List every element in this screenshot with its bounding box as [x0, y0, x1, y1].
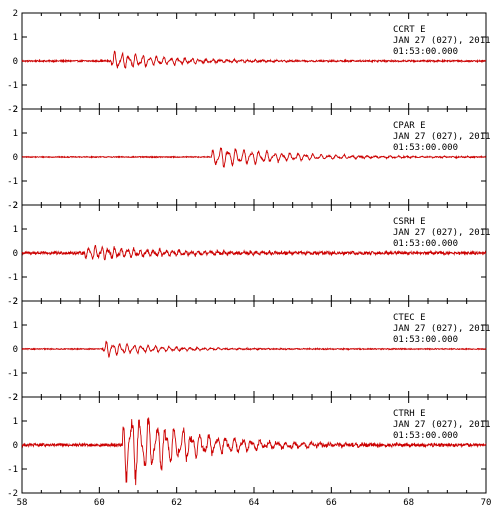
- waveform-cpar: [21, 147, 487, 168]
- y-tick-label: -2: [7, 393, 18, 403]
- waveform-csrh: [21, 244, 487, 261]
- station-label: CCRT E: [393, 25, 426, 35]
- y-tick-label: 0: [13, 153, 18, 163]
- waveform-ccrt: [21, 50, 487, 69]
- y-tick-label: 1: [13, 321, 18, 331]
- y-tick-label: -2: [7, 105, 18, 115]
- date-label: JAN 27 (027), 2011: [393, 324, 491, 334]
- station-label: CTRH E: [393, 409, 426, 419]
- y-tick-label: 2: [13, 105, 18, 115]
- waveform-ctec: [21, 340, 487, 358]
- y-tick-label: -1: [7, 369, 18, 379]
- y-tick-label: 2: [13, 201, 18, 211]
- y-tick-label: 0: [13, 345, 18, 355]
- date-label: JAN 27 (027), 2011: [393, 36, 491, 46]
- y-tick-label: 0: [13, 249, 18, 259]
- waveform-ctrh: [21, 417, 487, 486]
- y-tick-label: -1: [7, 81, 18, 91]
- y-tick-label: 2: [13, 393, 18, 403]
- x-tick-label: 70: [481, 498, 492, 508]
- x-axis: 58 60 62 64 66 68 70: [17, 498, 492, 508]
- time-label: 01:53:00.000: [393, 143, 458, 153]
- time-label: 01:53:00.000: [393, 431, 458, 441]
- x-tick-label: 62: [171, 498, 182, 508]
- x-tick-label: 66: [326, 498, 337, 508]
- date-label: JAN 27 (027), 2011: [393, 132, 491, 142]
- date-label: JAN 27 (027), 2011: [393, 420, 491, 430]
- y-tick-label: -1: [7, 273, 18, 283]
- station-label: CPAR E: [393, 121, 426, 131]
- y-tick-label: -1: [7, 177, 18, 187]
- y-tick-label: -2: [7, 201, 18, 211]
- y-tick-label: 0: [13, 441, 18, 451]
- y-tick-label: -2: [7, 297, 18, 307]
- y-tick-label: 2: [13, 297, 18, 307]
- time-label: 01:53:00.000: [393, 239, 458, 249]
- station-label: CTEC E: [393, 313, 426, 323]
- y-tick-label: 1: [13, 33, 18, 43]
- y-tick-label: -2: [7, 489, 18, 499]
- time-label: 01:53:00.000: [393, 47, 458, 57]
- y-tick-label: -1: [7, 465, 18, 475]
- date-label: JAN 27 (027), 2011: [393, 228, 491, 238]
- y-tick-label: 1: [13, 225, 18, 235]
- station-label: CSRH E: [393, 217, 426, 227]
- y-tick-label: 0: [13, 57, 18, 67]
- x-tick-label: 68: [403, 498, 414, 508]
- y-tick-label: 2: [13, 9, 18, 19]
- y-tick-label: 1: [13, 417, 18, 427]
- y-tick-label: 1: [13, 129, 18, 139]
- x-tick-label: 58: [17, 498, 28, 508]
- x-tick-label: 60: [94, 498, 105, 508]
- time-label: 01:53:00.000: [393, 335, 458, 345]
- x-tick-label: 64: [249, 498, 260, 508]
